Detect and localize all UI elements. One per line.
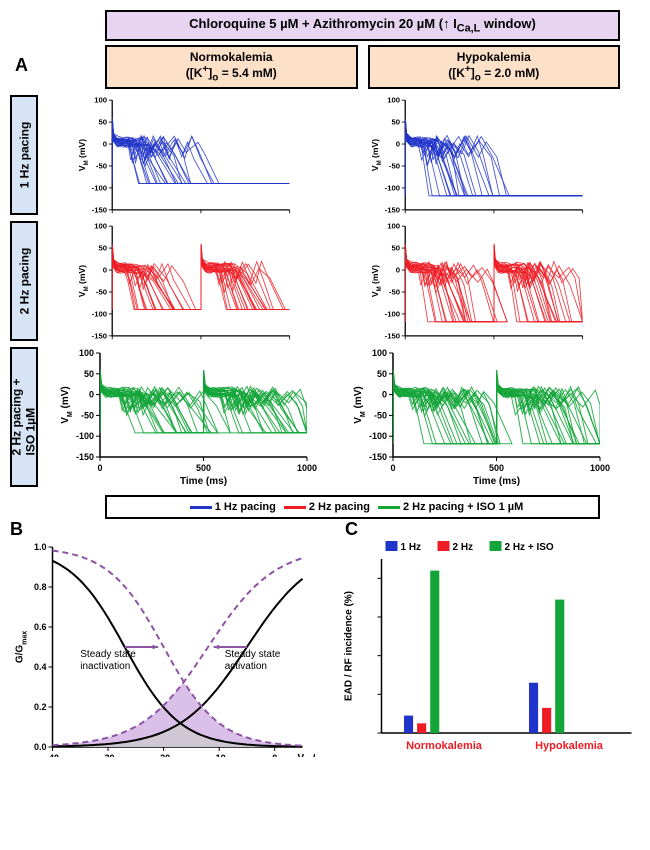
svg-text:-30: -30	[102, 753, 115, 757]
column-header: Hypokalemia([K+]o = 2.0 mM)	[368, 45, 621, 90]
svg-text:Steady stateinactivation: Steady stateinactivation	[80, 649, 136, 672]
ap-plot-rows: 1 Hz pacing-150-100-50050100VM (mV)-150-…	[10, 95, 640, 487]
panel-B-svg: 0.0 0.2 0.4 0.6 0.8 1.0 -40 -30 -20 -10 0 G/Gmax VM …	[10, 537, 315, 757]
svg-text:-150: -150	[92, 332, 107, 341]
ap-plot: -150 -100 -50 0 50 100 VM (mV)	[44, 95, 327, 215]
svg-text:0.0: 0.0	[34, 742, 47, 752]
svg-text:-50: -50	[96, 162, 107, 171]
svg-text:0: 0	[396, 140, 400, 149]
svg-text:EAD / RF incidence (%): EAD / RF incidence (%)	[344, 591, 355, 701]
panel-B: B 0.00.20.40.60.81.0-40-30-20-100G/GmaxV…	[10, 537, 315, 757]
svg-text:1000: 1000	[297, 463, 317, 473]
svg-text:Hypokalemia: Hypokalemia	[535, 740, 604, 752]
panel-A-label: A	[15, 55, 28, 76]
legend-bar: 1 Hz pacing2 Hz pacing2 Hz pacing + ISO …	[105, 495, 600, 519]
svg-text:-50: -50	[81, 411, 94, 421]
svg-text:-100: -100	[385, 184, 400, 193]
svg-text:0.6: 0.6	[34, 622, 47, 632]
ap-plot: -150 -100 -50 0 50 100 VM (mV)	[337, 95, 620, 215]
svg-text:100: 100	[387, 96, 400, 105]
panel-C-svg: EAD / RF incidence (%) 1 Hz 2 Hz 2 Hz + ISO…	[335, 537, 640, 757]
svg-text:Steady stateactivation: Steady stateactivation	[225, 649, 281, 672]
svg-text:0.2: 0.2	[34, 702, 47, 712]
svg-text:0.8: 0.8	[34, 582, 47, 592]
svg-text:-20: -20	[157, 753, 170, 757]
svg-text:2 Hz: 2 Hz	[453, 542, 474, 553]
svg-text:2 Hz + ISO: 2 Hz + ISO	[505, 542, 554, 553]
svg-text:-150: -150	[385, 206, 400, 215]
column-header: Normokalemia([K+]o = 5.4 mM)	[105, 45, 358, 90]
svg-text:0: 0	[272, 753, 277, 757]
svg-text:50: 50	[391, 118, 400, 127]
svg-text:0: 0	[396, 266, 400, 275]
svg-text:-150: -150	[369, 452, 387, 462]
row-label: 2 Hz pacing	[10, 221, 38, 341]
svg-text:-150: -150	[92, 206, 107, 215]
svg-text:50: 50	[98, 244, 107, 253]
svg-text:-150: -150	[76, 452, 94, 462]
drug-banner: Chloroquine 5 µM + Azithromycin 20 µM (↑…	[105, 10, 620, 41]
svg-text:-100: -100	[385, 310, 400, 319]
svg-text:50: 50	[84, 369, 94, 379]
svg-text:50: 50	[98, 118, 107, 127]
svg-text:-100: -100	[92, 310, 107, 319]
svg-text:-50: -50	[374, 411, 387, 421]
svg-text:0.4: 0.4	[34, 662, 47, 672]
svg-text:-100: -100	[76, 432, 94, 442]
svg-text:-150: -150	[385, 332, 400, 341]
svg-text:-100: -100	[369, 432, 387, 442]
svg-text:0: 0	[390, 463, 395, 473]
svg-text:1 Hz: 1 Hz	[401, 542, 422, 553]
svg-text:0: 0	[382, 390, 387, 400]
svg-text:VM (mV): VM (mV)	[370, 139, 383, 171]
panel-B-label: B	[10, 519, 23, 540]
row-label: 2 Hz pacing +ISO 1µM	[10, 347, 38, 487]
svg-text:-50: -50	[96, 288, 107, 297]
svg-text:100: 100	[372, 348, 387, 358]
svg-text:100: 100	[387, 222, 400, 231]
svg-text:G/Gmax: G/Gmax	[15, 631, 29, 663]
ap-plot: -150 -100 -50 0 50 100 VM (mV)	[44, 221, 327, 341]
svg-text:50: 50	[391, 244, 400, 253]
svg-text:VM (mV): VM (mV)	[77, 265, 90, 297]
svg-text:-50: -50	[389, 162, 400, 171]
svg-text:VM (mV): VM (mV)	[298, 753, 316, 757]
svg-text:Normokalemia: Normokalemia	[406, 740, 483, 752]
svg-text:Time (ms): Time (ms)	[473, 476, 520, 487]
svg-text:0: 0	[89, 390, 94, 400]
ap-plot: -150 -100 -50 0 50 100 VM (mV) 0 500 1000 Time (ms…	[337, 347, 620, 487]
panel-C-label: C	[345, 519, 358, 540]
svg-text:500: 500	[489, 463, 504, 473]
svg-text:0: 0	[97, 463, 102, 473]
ap-plot: -150 -100 -50 0 50 100 VM (mV) 0 500 1000 Time (ms…	[44, 347, 327, 487]
panel-C: C EAD / RF incidence (%)1 Hz2 Hz2 Hz + I…	[335, 537, 640, 757]
svg-text:0: 0	[103, 266, 107, 275]
svg-text:-40: -40	[46, 753, 59, 757]
svg-text:VM (mV): VM (mV)	[60, 387, 74, 425]
svg-text:Time (ms): Time (ms)	[180, 476, 227, 487]
svg-text:VM (mV): VM (mV)	[370, 265, 383, 297]
svg-text:-50: -50	[389, 288, 400, 297]
svg-text:VM (mV): VM (mV)	[353, 387, 367, 425]
svg-text:VM (mV): VM (mV)	[77, 139, 90, 171]
svg-text:0: 0	[103, 140, 107, 149]
svg-text:1000: 1000	[590, 463, 610, 473]
svg-text:-10: -10	[213, 753, 226, 757]
svg-text:-100: -100	[92, 184, 107, 193]
svg-text:100: 100	[94, 222, 107, 231]
ap-plot: -150 -100 -50 0 50 100 VM (mV)	[337, 221, 620, 341]
column-headers: Normokalemia([K+]o = 5.4 mM)Hypokalemia(…	[105, 45, 620, 90]
svg-text:100: 100	[79, 348, 94, 358]
svg-text:500: 500	[196, 463, 211, 473]
svg-text:50: 50	[377, 369, 387, 379]
svg-text:100: 100	[94, 96, 107, 105]
row-label: 1 Hz pacing	[10, 95, 38, 215]
svg-text:1.0: 1.0	[34, 542, 47, 552]
